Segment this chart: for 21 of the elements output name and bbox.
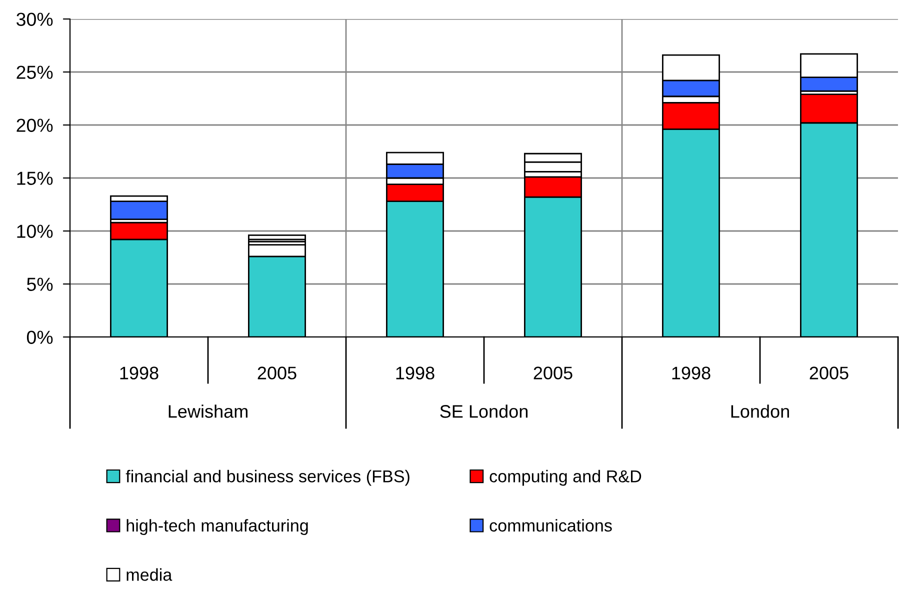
y-tick-label: 5% (26, 278, 53, 291)
legend-label: high-tech manufacturing (126, 519, 308, 535)
text: SE London (440, 404, 528, 418)
legend-label: media (126, 568, 172, 581)
y-tick-label: 15% (17, 172, 53, 185)
text: Lewisham (168, 404, 248, 418)
x-tick-label: 1998 (120, 366, 158, 380)
y-tick-label: 30% (16, 12, 53, 26)
y-tick-label: 0% (26, 330, 53, 344)
y-tick-label: 25% (16, 66, 53, 79)
y-tick-label: 10% (17, 224, 53, 238)
x-tick-label: 1998 (672, 366, 710, 380)
legend-label: communications (490, 519, 612, 532)
y-tick-label: 20% (16, 118, 53, 132)
x-tick-label: 2005 (258, 366, 296, 380)
x-tick-label: 2005 (810, 366, 848, 380)
legend-label: computing and R&D (490, 470, 642, 486)
x-tick-label: 1998 (396, 366, 434, 380)
x-tick-label: 2005 (534, 366, 572, 380)
legend-label: financial and business services (FBS) (126, 470, 410, 486)
text: London (731, 404, 789, 418)
